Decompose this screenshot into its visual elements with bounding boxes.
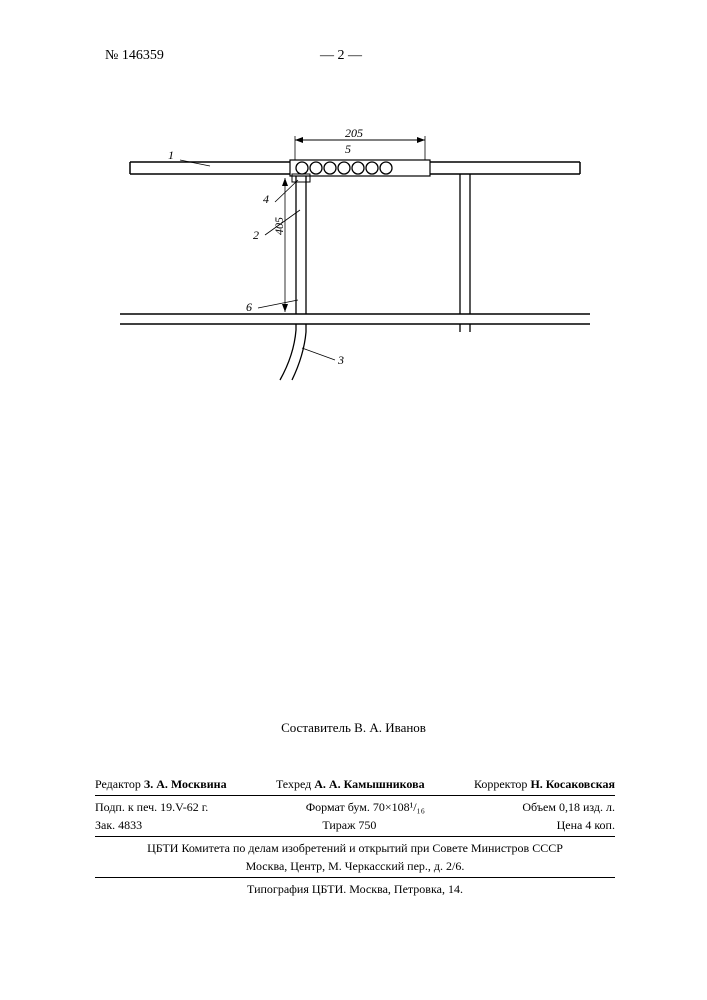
price: Цена 4 коп.	[557, 816, 615, 834]
technical-figure: 205 405 1 5 4 2 6 3	[120, 130, 590, 390]
callout-5: 5	[345, 142, 351, 157]
typography-line: Типография ЦБТИ. Москва, Петровка, 14.	[95, 880, 615, 898]
compiler-line: Составитель В. А. Иванов	[0, 720, 707, 736]
techred: Техред А. А. Камышникова	[276, 775, 425, 793]
document-number: № 146359	[105, 48, 164, 64]
figure-svg	[120, 130, 590, 390]
order-number: Зак. 4833	[95, 816, 142, 834]
signed-date: Подп. к печ. 19.V-62 г.	[95, 798, 208, 816]
credits-row-print1: Подп. к печ. 19.V-62 г. Формат бум. 70×1…	[95, 798, 615, 816]
credits-row-roles: Редактор З. А. Москвина Техред А. А. Кам…	[95, 775, 615, 793]
callout-3: 3	[338, 353, 344, 368]
divider	[95, 836, 615, 837]
organization-line1: ЦБТИ Комитета по делам изобретений и отк…	[95, 839, 615, 857]
organization-line2: Москва, Центр, М. Черкасский пер., д. 2/…	[95, 857, 615, 875]
paper-format: Формат бум. 70×108¹/₁₆	[306, 798, 425, 816]
callout-2: 2	[253, 228, 259, 243]
editor: Редактор З. А. Москвина	[95, 775, 227, 793]
imprint-block: Редактор З. А. Москвина Техред А. А. Кам…	[95, 775, 615, 898]
page-number: — 2 —	[320, 48, 362, 64]
divider	[95, 795, 615, 796]
callout-1: 1	[168, 148, 174, 163]
callout-4: 4	[263, 192, 269, 207]
corrector: Корректор Н. Косаковская	[474, 775, 615, 793]
dimension-side: 405	[272, 217, 287, 235]
divider	[95, 877, 615, 878]
callout-6: 6	[246, 300, 252, 315]
credits-row-print2: Зак. 4833 Тираж 750 Цена 4 коп.	[95, 816, 615, 834]
dimension-top: 205	[345, 126, 363, 141]
tirage: Тираж 750	[322, 816, 376, 834]
volume: Объем 0,18 изд. л.	[522, 798, 615, 816]
